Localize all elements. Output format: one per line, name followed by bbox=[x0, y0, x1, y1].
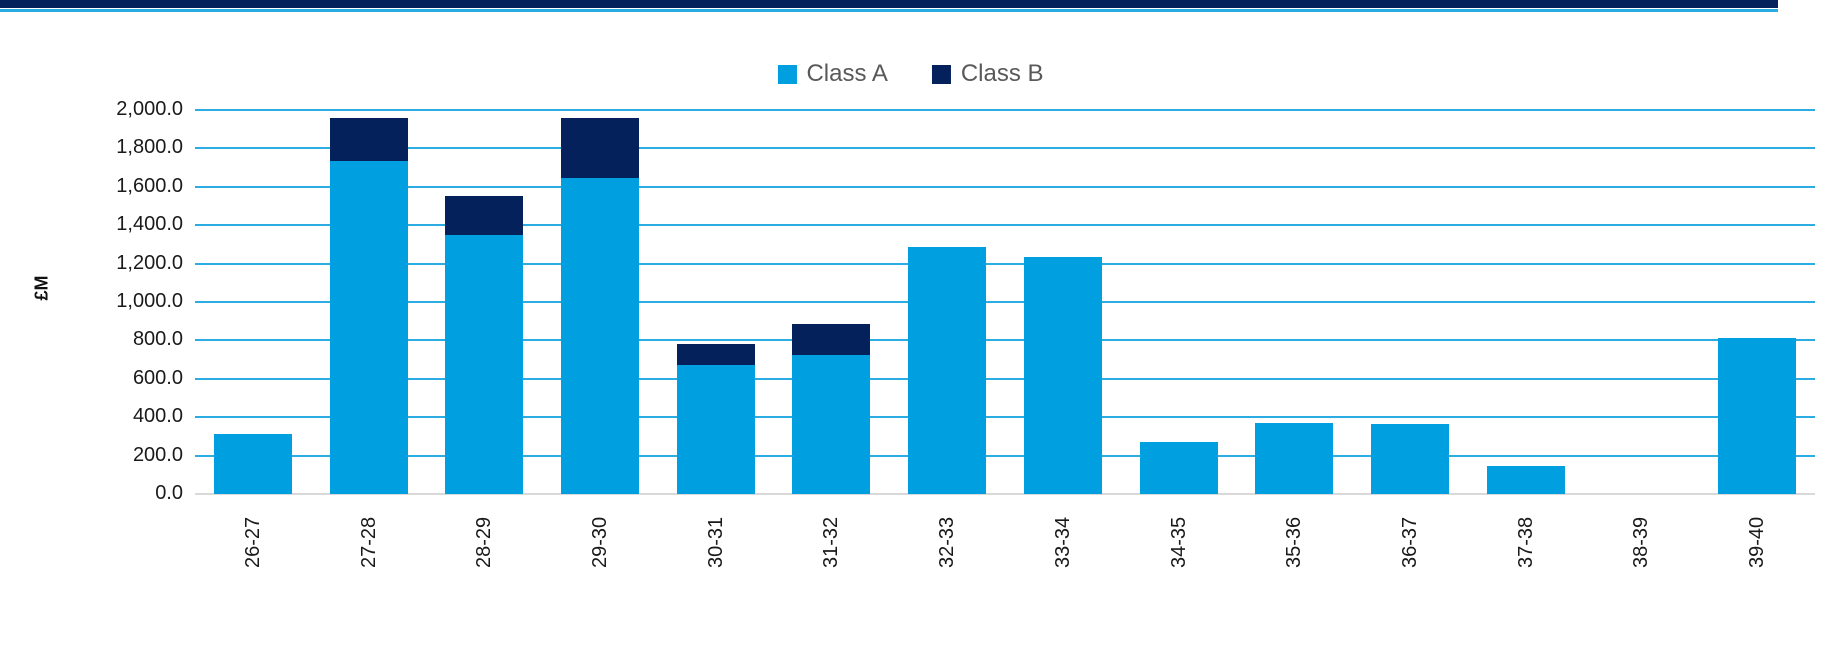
bar-segment-class-b-27-28 bbox=[329, 117, 408, 161]
legend-label-class-b: Class B bbox=[960, 60, 1044, 87]
y-tick-label: 1,400.0 bbox=[116, 213, 183, 236]
x-tick-label-26-27: 26-27 bbox=[241, 516, 264, 568]
y-tick-label: 200.0 bbox=[132, 443, 183, 466]
y-tick-label: 800.0 bbox=[132, 328, 183, 351]
y-tick-label: 600.0 bbox=[132, 366, 183, 389]
bar-segment-class-a-32-33 bbox=[908, 247, 987, 494]
x-tick-label-37-38: 37-38 bbox=[1514, 516, 1537, 568]
x-tick-label-36-37: 36-37 bbox=[1399, 516, 1421, 568]
bar-segment-class-a-26-27 bbox=[213, 434, 292, 494]
top-border-accent-rule bbox=[0, 9, 1778, 12]
y-axis-title: £M bbox=[31, 275, 52, 301]
chart-legend: Class A Class B bbox=[777, 60, 1044, 88]
x-axis-line bbox=[195, 493, 1815, 495]
x-tick-label-34-35: 34-35 bbox=[1167, 516, 1190, 568]
legend-item-class-a: Class A bbox=[777, 60, 888, 88]
x-tick-label-29-30: 29-30 bbox=[589, 516, 611, 568]
x-tick-label-30-31: 30-31 bbox=[704, 516, 727, 568]
gridline bbox=[195, 301, 1815, 303]
x-tick-label-27-28: 27-28 bbox=[357, 516, 380, 568]
y-tick-label: 1,000.0 bbox=[116, 290, 183, 312]
bar-segment-class-a-28-29 bbox=[445, 234, 524, 494]
gridline bbox=[195, 377, 1815, 380]
y-tick-label: 0.0 bbox=[155, 482, 183, 504]
top-border-navy-rule bbox=[0, 0, 1778, 8]
bar-segment-class-a-39-40 bbox=[1718, 337, 1797, 494]
bar-segment-class-a-31-32 bbox=[792, 354, 871, 494]
gridline bbox=[195, 454, 1815, 457]
bar-segment-class-b-30-31 bbox=[676, 344, 755, 366]
gridline bbox=[195, 224, 1815, 227]
bar-segment-class-a-30-31 bbox=[676, 365, 755, 494]
x-tick-label-39-40: 39-40 bbox=[1746, 516, 1769, 568]
gridline bbox=[195, 147, 1815, 150]
legend-swatch-class-b bbox=[931, 64, 951, 84]
bar-segment-class-a-29-30 bbox=[561, 178, 639, 494]
x-tick-label-31-32: 31-32 bbox=[820, 516, 843, 568]
bar-segment-class-a-27-28 bbox=[329, 160, 408, 494]
legend-item-class-b: Class B bbox=[931, 60, 1044, 88]
y-tick-label: 2,000.0 bbox=[116, 98, 183, 120]
y-tick-label: 1,600.0 bbox=[116, 174, 183, 197]
x-tick-label-35-36: 35-36 bbox=[1283, 516, 1306, 568]
bar-segment-class-b-31-32 bbox=[792, 324, 871, 355]
bar-segment-class-b-28-29 bbox=[445, 196, 524, 235]
bar-segment-class-a-35-36 bbox=[1255, 422, 1334, 494]
plot-area bbox=[195, 109, 1815, 495]
legend-swatch-class-a bbox=[777, 64, 797, 84]
gridline bbox=[195, 416, 1815, 419]
bar-segment-class-a-37-38 bbox=[1486, 466, 1565, 494]
y-tick-label: 1,800.0 bbox=[116, 136, 183, 159]
gridline bbox=[195, 109, 1815, 111]
x-tick-label-28-29: 28-29 bbox=[473, 516, 496, 568]
bar-segment-class-a-33-34 bbox=[1023, 256, 1102, 494]
bar-segment-class-b-29-30 bbox=[561, 117, 639, 179]
y-tick-label: 400.0 bbox=[132, 405, 183, 428]
legend-label-class-a: Class A bbox=[806, 60, 888, 87]
bar-segment-class-a-34-35 bbox=[1139, 442, 1218, 494]
gridline bbox=[195, 339, 1815, 342]
x-tick-label-33-34: 33-34 bbox=[1051, 516, 1074, 568]
y-tick-label: 1,200.0 bbox=[116, 251, 183, 274]
x-tick-label-32-33: 32-33 bbox=[936, 516, 959, 568]
gridline bbox=[195, 185, 1815, 188]
bar-segment-class-a-36-37 bbox=[1371, 423, 1449, 494]
x-tick-label-38-39: 38-39 bbox=[1630, 516, 1653, 568]
gridline bbox=[195, 262, 1815, 265]
